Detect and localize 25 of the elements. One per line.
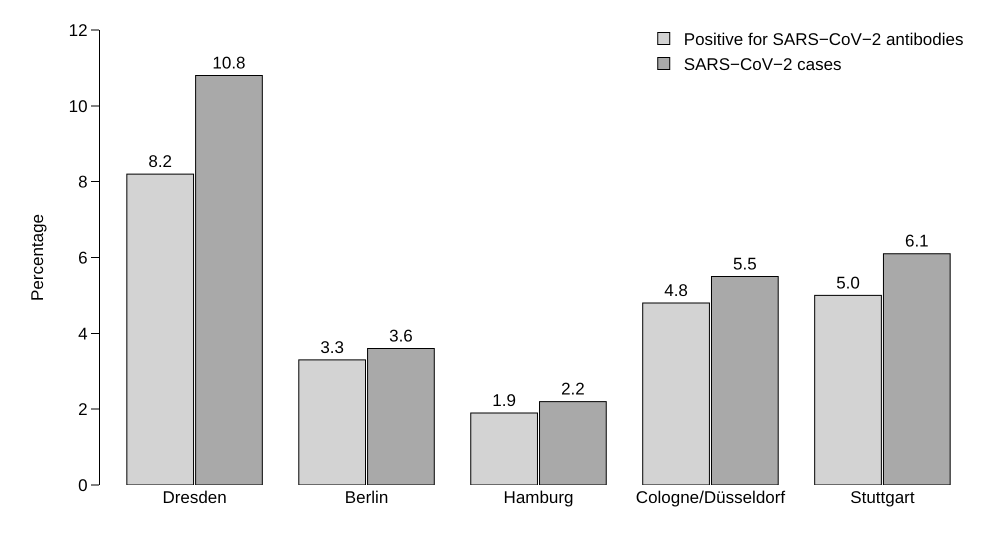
data-label: 1.9 [492,390,516,410]
y-tick-label: 8 [78,172,88,192]
legend-label: SARS−CoV−2 cases [684,55,842,74]
legend-label: Positive for SARS−CoV−2 antibodies [684,30,964,50]
y-tick-label: 6 [78,248,88,268]
data-label: 10.8 [212,54,246,72]
x-tick-label: Berlin [344,488,388,507]
data-label: 8.2 [148,152,172,172]
x-tick-label: Hamburg [504,488,574,507]
data-label: 6.1 [904,232,929,251]
y-tick-label: 10 [68,96,88,116]
data-label: 5.0 [836,273,860,292]
x-tick-label: Cologne/Düsseldorf [636,488,786,507]
y-tick-label: 4 [78,324,88,344]
y-tick-label: 12 [68,20,88,40]
y-axis-title: Percentage [28,214,48,301]
x-tick-label: Dresden [162,488,227,507]
y-tick-label: 0 [78,476,88,495]
data-label: 5.5 [733,254,757,274]
data-label: 2.2 [561,380,585,399]
data-label: 3.6 [389,326,413,346]
data-label: 3.3 [320,338,344,357]
data-label: 4.8 [664,281,688,300]
x-tick-label: Stuttgart [850,488,915,507]
y-tick-label: 2 [78,400,88,420]
